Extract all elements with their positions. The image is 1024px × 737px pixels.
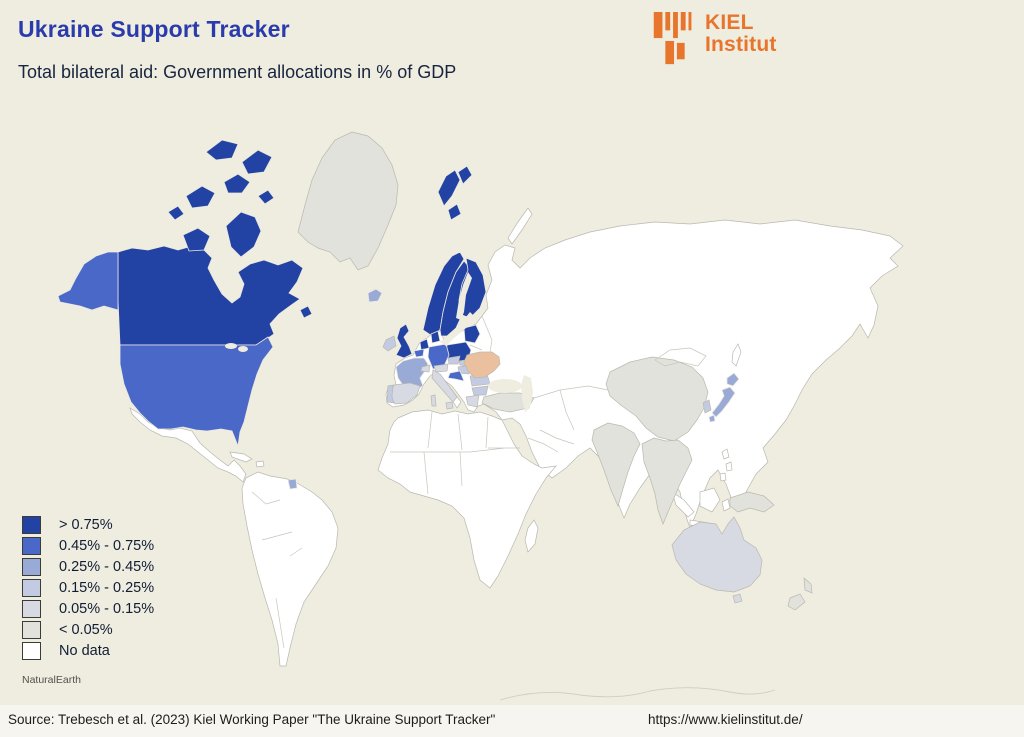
country-iceland — [367, 288, 383, 303]
world-choropleth-map — [0, 105, 1024, 705]
legend-label: 0.05% - 0.15% — [59, 600, 155, 617]
legend-swatch — [22, 536, 41, 555]
country-united-kingdom — [395, 323, 413, 359]
legend-swatch — [22, 578, 41, 597]
legend-row: 0.25% - 0.45% — [22, 556, 154, 577]
legend-label: < 0.05% — [59, 621, 113, 638]
country-austria — [433, 363, 449, 373]
country-greenland — [297, 131, 399, 271]
logo-line2: Institut — [705, 33, 777, 56]
country-caribbean — [229, 451, 265, 468]
legend-row: 0.15% - 0.25% — [22, 577, 154, 598]
country-borders — [251, 315, 776, 701]
logo-line1: KIEL — [705, 11, 754, 34]
kiel-institut-logo-text: KIEL Institut — [705, 12, 777, 56]
country-france — [395, 357, 429, 391]
country-mexico-central-america — [129, 407, 247, 483]
source-text: Source: Trebesch et al. (2023) Kiel Work… — [8, 712, 496, 727]
country-finland — [458, 257, 487, 319]
legend-label: 0.15% - 0.25% — [59, 579, 155, 596]
kiel-institut-logo-mark-icon — [653, 12, 692, 65]
country-south-america-nodata — [241, 471, 339, 667]
country-greece — [465, 394, 480, 408]
legend-swatch — [22, 599, 41, 618]
baltic-sea — [440, 312, 476, 346]
country-czechia — [447, 355, 461, 365]
map-attribution: NaturalEarth — [22, 674, 81, 686]
gulf-of-bothnia — [456, 272, 472, 320]
country-china — [605, 356, 709, 442]
legend-row: 0.05% - 0.15% — [22, 598, 154, 619]
country-denmark — [430, 330, 441, 344]
legend-label: No data — [59, 642, 110, 659]
country-spain — [389, 382, 421, 405]
footer-bar: Source: Trebesch et al. (2023) Kiel Work… — [0, 705, 1024, 737]
page-subtitle: Total bilateral aid: Government allocati… — [18, 62, 457, 82]
country-canada — [117, 139, 313, 346]
website-url: https://www.kielinstitut.de/ — [648, 712, 803, 727]
country-svalbard — [437, 165, 473, 221]
country-netherlands — [419, 338, 430, 351]
country-portugal — [386, 384, 395, 404]
country-switzerland — [420, 364, 431, 373]
world-map-svg — [57, 131, 904, 701]
country-ireland — [382, 335, 397, 352]
country-australia — [671, 516, 763, 604]
legend-label: 0.45% - 0.75% — [59, 537, 155, 554]
page-title: Ukraine Support Tracker — [18, 16, 290, 42]
legend-swatch — [22, 620, 41, 639]
legend-label: > 0.75% — [59, 516, 113, 533]
sea-overlays — [225, 272, 533, 412]
country-new-guinea — [729, 491, 775, 513]
legend-swatch — [22, 641, 41, 660]
country-italy — [430, 369, 458, 410]
legend-row: 0.45% - 0.75% — [22, 535, 154, 556]
map-legend: > 0.75% 0.45% - 0.75% 0.25% - 0.45% 0.15… — [22, 514, 154, 661]
legend-row: > 0.75% — [22, 514, 154, 535]
legend-swatch — [22, 515, 41, 534]
black-sea — [488, 379, 522, 393]
kiel-institut-logo: KIEL Institut — [653, 12, 777, 68]
country-new-zealand — [787, 577, 813, 611]
caspian-sea — [521, 375, 533, 412]
legend-row: No data — [22, 640, 154, 661]
country-madagascar — [524, 519, 539, 553]
legend-label: 0.25% - 0.45% — [59, 558, 155, 575]
great-lakes-east — [238, 346, 248, 352]
country-india — [591, 422, 641, 508]
country-usa — [57, 251, 274, 448]
country-belgium — [413, 348, 425, 358]
legend-row: < 0.05% — [22, 619, 154, 640]
country-ukraine — [463, 351, 501, 379]
country-se-asia — [641, 437, 693, 525]
country-baltic-states — [463, 324, 481, 344]
country-croatia — [447, 370, 465, 382]
country-bulgaria — [471, 385, 489, 396]
legend-swatch — [22, 557, 41, 576]
country-philippines — [719, 448, 733, 482]
country-novaya-zemlya — [507, 207, 533, 245]
country-south-korea — [702, 399, 712, 414]
country-sakhalin — [731, 343, 742, 367]
country-french-guiana — [287, 478, 298, 490]
country-africa-nodata — [377, 409, 557, 589]
great-lakes — [225, 343, 237, 349]
country-japan — [708, 372, 740, 423]
country-indonesia — [671, 487, 731, 530]
